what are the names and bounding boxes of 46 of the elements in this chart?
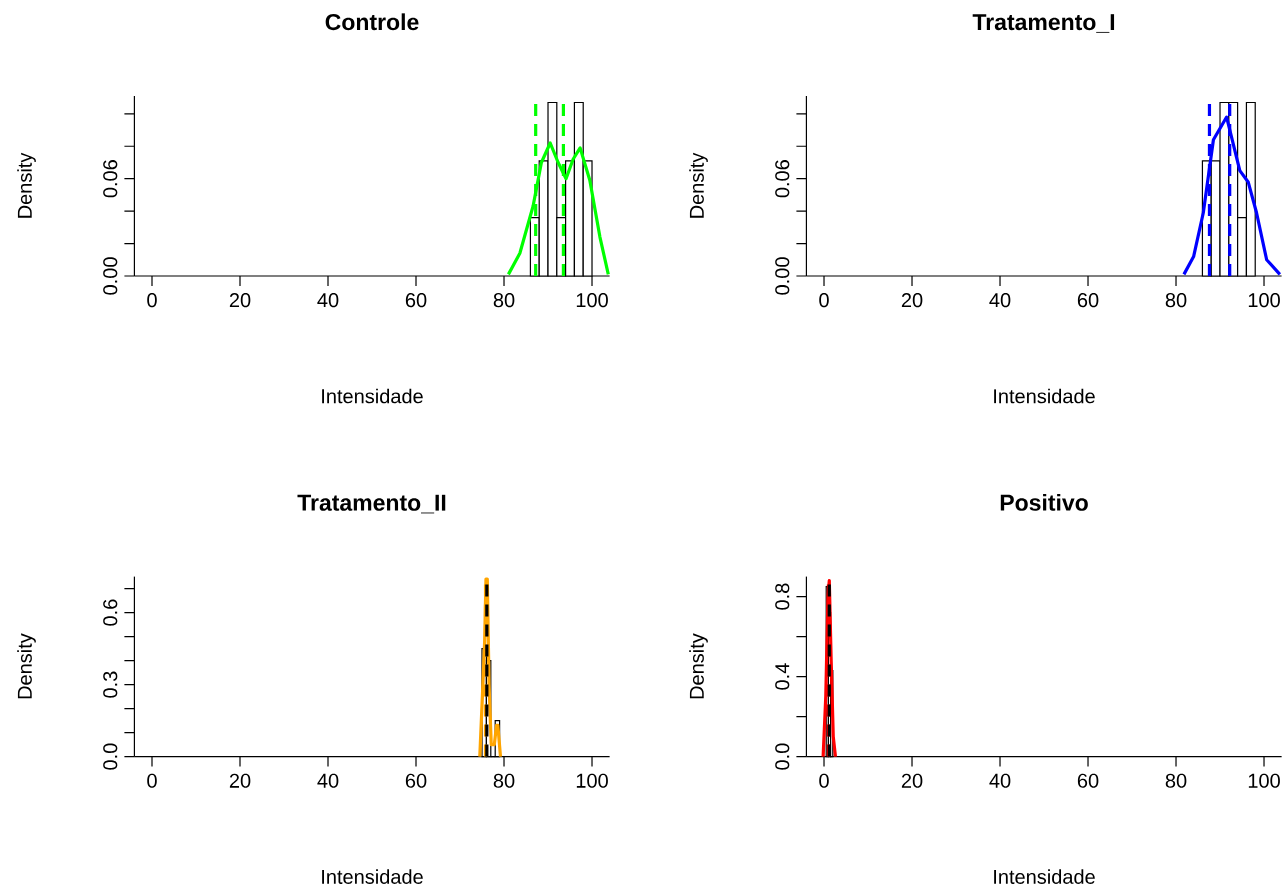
x-tick-label: 80	[1165, 293, 1187, 308]
y-tick-label: 0.06	[103, 160, 118, 198]
x-tick-label: 0	[819, 773, 829, 789]
x-tick-label: 80	[1165, 773, 1187, 789]
x-tick-label: 0	[147, 773, 157, 789]
y-tick-label: 0.0	[775, 743, 790, 770]
x-axis-title: Intensidade	[994, 388, 1095, 404]
x-tick-label: 0	[147, 293, 157, 308]
x-tick-label: 20	[229, 293, 251, 308]
x-tick-label: 40	[317, 293, 339, 308]
y-axis-title: Density	[17, 633, 36, 699]
x-tick-label: 0	[819, 293, 829, 308]
y-tick-label: 0.3	[103, 671, 118, 698]
y-axis-title: Density	[689, 152, 708, 218]
chart-title: Tratamento_II	[297, 494, 446, 514]
chart-title: Controle	[325, 13, 419, 31]
x-tick-label: 40	[989, 773, 1011, 789]
y-tick-label: 0.4	[775, 663, 790, 690]
x-tick-label: 100	[576, 773, 608, 789]
x-tick-label: 100	[1248, 773, 1280, 789]
x-tick-label: 60	[405, 293, 427, 308]
x-axis-title: Intensidade	[994, 869, 1095, 885]
y-tick-label: 0.00	[775, 257, 790, 295]
x-tick-label: 40	[989, 293, 1011, 308]
y-axis-title: Density	[689, 633, 708, 699]
x-axis-title: Intensidade	[322, 388, 423, 404]
y-tick-label: 0.00	[103, 257, 118, 295]
chart-title: Tratamento_I	[972, 14, 1115, 33]
x-axis-title: Intensidade	[322, 869, 423, 885]
x-tick-label: 40	[317, 773, 339, 789]
x-tick-label: 100	[1248, 293, 1280, 308]
x-tick-label: 60	[1077, 293, 1099, 308]
x-tick-label: 60	[1077, 773, 1099, 789]
x-tick-label: 20	[229, 773, 251, 789]
y-tick-label: 0.06	[775, 160, 790, 198]
y-tick-label: 0.6	[103, 599, 118, 626]
y-axis-title: Density	[17, 152, 36, 218]
chart-title: Positivo	[1000, 494, 1088, 511]
x-tick-label: 20	[901, 293, 923, 308]
y-tick-label: 0.0	[103, 743, 118, 770]
x-tick-label: 20	[901, 773, 923, 789]
x-tick-label: 60	[405, 773, 427, 789]
x-tick-label: 80	[493, 773, 515, 789]
x-tick-label: 100	[576, 293, 608, 308]
x-tick-label: 80	[493, 293, 515, 308]
y-tick-label: 0.8	[775, 583, 790, 610]
